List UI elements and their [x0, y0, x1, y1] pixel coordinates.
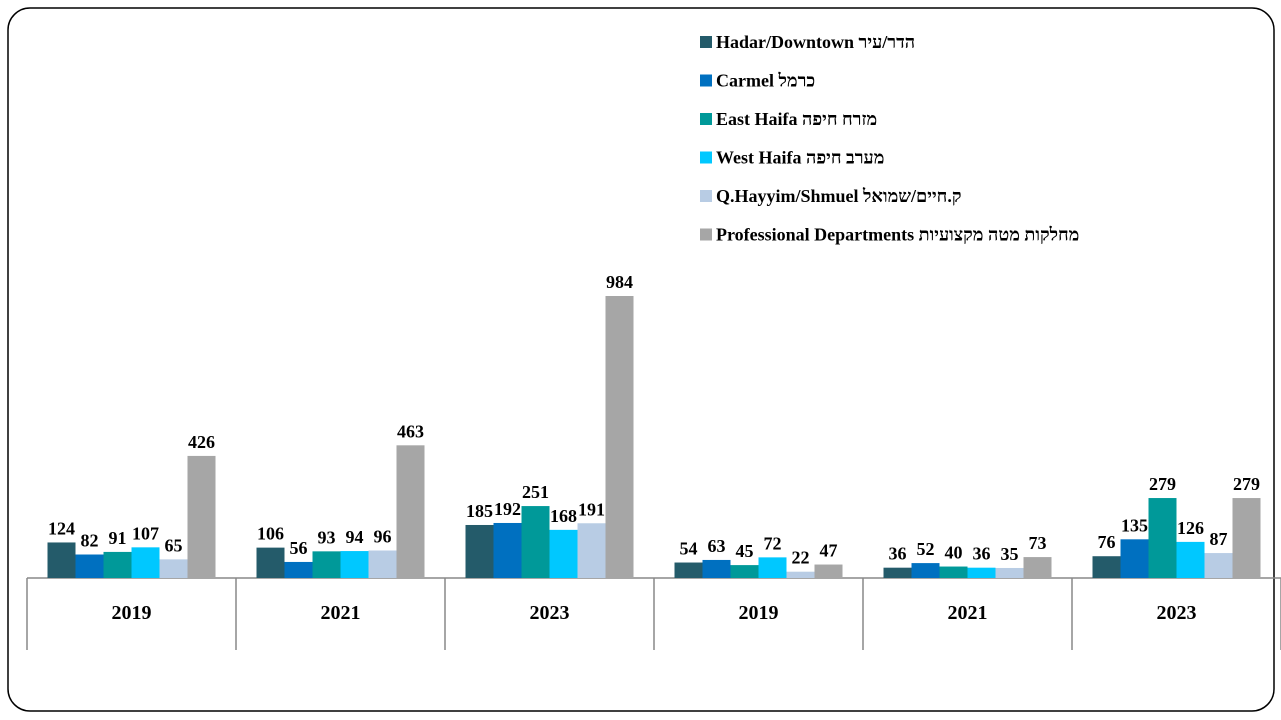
bar — [493, 522, 522, 578]
bar — [911, 563, 940, 578]
bar — [396, 445, 425, 578]
bar — [1232, 498, 1261, 578]
value-label: 279 — [1233, 474, 1260, 494]
bar — [939, 566, 968, 578]
value-label: 426 — [188, 432, 215, 452]
value-label: 91 — [109, 528, 127, 548]
value-label: 36 — [973, 544, 991, 564]
bar — [1092, 556, 1121, 578]
x-tick-label: 2019 — [112, 602, 152, 624]
bar — [1176, 541, 1205, 578]
value-label: 126 — [1177, 518, 1204, 538]
bar — [131, 547, 160, 578]
value-label: 94 — [346, 527, 364, 547]
legend-swatch — [700, 113, 712, 125]
value-label: 40 — [945, 543, 963, 563]
chart-border — [7, 7, 1275, 712]
value-label: 93 — [318, 527, 336, 547]
bar — [1148, 498, 1177, 578]
bar — [814, 564, 843, 578]
bar — [312, 551, 341, 578]
value-label: 192 — [494, 499, 521, 519]
bar — [549, 529, 578, 578]
bar — [758, 557, 787, 578]
bar — [577, 523, 606, 578]
value-label: 72 — [764, 533, 782, 553]
legend-label: Hadar/Downtown הדר/עיר — [716, 32, 915, 52]
x-tick-label: 2023 — [1157, 602, 1197, 624]
bar — [702, 559, 731, 578]
bar — [47, 542, 76, 578]
value-label: 54 — [680, 539, 698, 559]
value-label: 463 — [397, 421, 424, 441]
value-label: 185 — [466, 501, 493, 521]
value-label: 106 — [257, 524, 284, 544]
x-tick-label: 2023 — [530, 602, 570, 624]
legend-label: East Haifa מזרח חיפה — [716, 109, 877, 129]
legend-label: Carmel כרמל — [716, 71, 815, 91]
bar — [967, 567, 996, 578]
bar — [1204, 553, 1233, 578]
x-tick-label: 2021 — [321, 602, 361, 624]
legend-label: West Haifa מערב חיפה — [716, 148, 884, 168]
legend-swatch — [700, 36, 712, 48]
value-label: 279 — [1149, 474, 1176, 494]
value-label: 56 — [290, 538, 308, 558]
bar — [883, 567, 912, 578]
bar — [103, 551, 132, 578]
value-label: 191 — [578, 499, 605, 519]
legend-label: Professional Departments מחלקות מטה מקצו… — [716, 225, 1079, 245]
value-label: 984 — [606, 272, 633, 292]
bar — [340, 551, 369, 578]
bar — [995, 567, 1024, 578]
value-label: 76 — [1098, 532, 1116, 552]
bar — [75, 554, 104, 578]
bar — [521, 506, 550, 578]
value-label: 96 — [374, 526, 392, 546]
x-tick-label: 2021 — [948, 602, 988, 624]
bar — [786, 571, 815, 578]
bar — [284, 561, 313, 578]
legend-swatch — [700, 190, 712, 202]
x-tick-label: 2019 — [739, 602, 779, 624]
value-label: 52 — [917, 539, 935, 559]
value-label: 251 — [522, 482, 549, 502]
bar — [730, 565, 759, 578]
value-label: 82 — [81, 531, 99, 551]
bar — [159, 559, 188, 578]
value-label: 36 — [889, 544, 907, 564]
legend-swatch — [700, 151, 712, 164]
value-label: 107 — [132, 523, 159, 543]
value-label: 65 — [165, 535, 183, 555]
value-label: 135 — [1121, 515, 1148, 535]
legend-swatch — [700, 228, 712, 241]
value-label: 22 — [792, 548, 810, 568]
bar — [465, 524, 494, 578]
legend-swatch — [700, 74, 712, 87]
bar — [256, 547, 285, 578]
value-label: 35 — [1001, 544, 1019, 564]
legend-label: Q.Hayyim/Shmuel ק.חיים/שמואל — [716, 186, 961, 206]
value-label: 124 — [48, 518, 75, 538]
bar — [1120, 539, 1149, 578]
bar — [605, 296, 634, 578]
bar — [187, 455, 216, 578]
bar — [1023, 557, 1052, 578]
bar — [674, 562, 703, 578]
bar — [368, 550, 397, 578]
value-label: 47 — [820, 541, 838, 561]
value-label: 73 — [1029, 533, 1047, 553]
value-label: 45 — [736, 541, 754, 561]
value-label: 63 — [708, 536, 726, 556]
value-label: 87 — [1210, 529, 1228, 549]
value-label: 168 — [550, 506, 577, 526]
